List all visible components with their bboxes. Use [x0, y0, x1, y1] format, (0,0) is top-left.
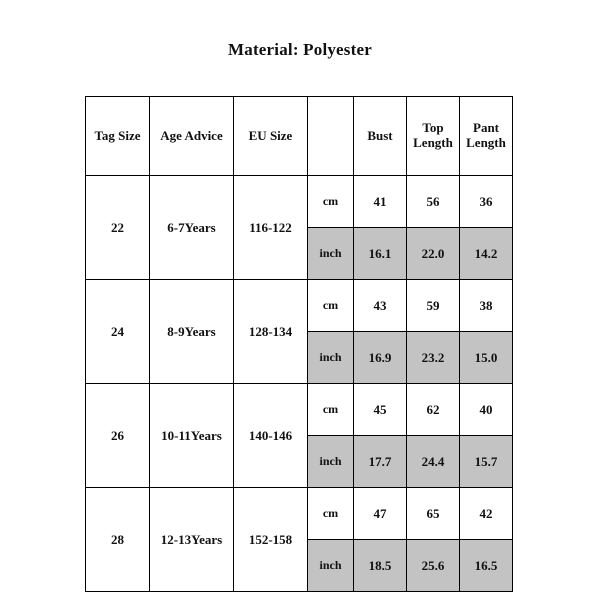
cell-top-length-inch: 22.0	[406, 227, 460, 280]
cell-bust-cm: 47	[353, 487, 407, 540]
cell-top-length-cm: 65	[406, 487, 460, 540]
cell-pant-length-cm: 36	[459, 175, 513, 228]
cell-bust-cm: 43	[353, 279, 407, 332]
cell-unit-inch: inch	[307, 331, 354, 384]
table-row: 28 12-13Years 152-158 cm 47 65 42	[85, 487, 513, 592]
header-top-length: Top Length	[406, 96, 460, 176]
table-row: 26 10-11Years 140-146 cm 45 62 40	[85, 383, 513, 488]
cell-pant-length-cm: 40	[459, 383, 513, 436]
cell-eu-size: 128-134	[233, 279, 308, 384]
cell-eu-size: 116-122	[233, 175, 308, 280]
cell-tag-size: 28	[85, 487, 150, 592]
cell-age-advice: 12-13Years	[149, 487, 234, 592]
cell-pant-length-inch: 16.5	[459, 539, 513, 592]
cell-top-length-inch: 23.2	[406, 331, 460, 384]
cell-unit-inch: inch	[307, 435, 354, 488]
table-body: 22 6-7Years 116-122 cm 41 56 36 inch 16.…	[85, 175, 513, 592]
cell-pant-length-cm: 38	[459, 279, 513, 332]
table-row: 24 8-9Years 128-134 cm 43 59 38	[85, 279, 513, 384]
cell-top-length-inch: 24.4	[406, 435, 460, 488]
cell-pant-length-inch: 15.0	[459, 331, 513, 384]
cell-tag-size: 26	[85, 383, 150, 488]
table-row: inch 16.9 23.2 15.0	[86, 331, 513, 384]
cell-bust-cm: 41	[353, 175, 407, 228]
header-pant-length: Pant Length	[459, 96, 513, 176]
cell-top-length-cm: 56	[406, 175, 460, 228]
header-unit	[307, 96, 354, 176]
header-tag-size: Tag Size	[85, 96, 150, 176]
cell-top-length-inch: 25.6	[406, 539, 460, 592]
cell-age-advice: 8-9Years	[149, 279, 234, 384]
table-row: 22 6-7Years 116-122 cm 41 56 36	[85, 175, 513, 280]
cell-pant-length-cm: 42	[459, 487, 513, 540]
table-row: inch 16.1 22.0 14.2	[86, 227, 513, 280]
cell-tag-size: 24	[85, 279, 150, 384]
cell-unit-cm: cm	[307, 279, 354, 332]
cell-tag-size: 22	[85, 175, 150, 280]
cell-top-length-cm: 62	[406, 383, 460, 436]
cell-top-length-cm: 59	[406, 279, 460, 332]
cell-unit-cm: cm	[307, 175, 354, 228]
table-header: Tag Size Age Advice EU Size Bust Top Len…	[85, 96, 513, 176]
cell-bust-inch: 17.7	[353, 435, 407, 488]
cell-unit-cm: cm	[307, 487, 354, 540]
header-bust: Bust	[353, 96, 407, 176]
cell-bust-inch: 16.9	[353, 331, 407, 384]
header-row: Tag Size Age Advice EU Size Bust Top Len…	[85, 96, 513, 176]
header-eu-size: EU Size	[233, 96, 308, 176]
header-age-advice: Age Advice	[149, 96, 234, 176]
cell-eu-size: 140-146	[233, 383, 308, 488]
cell-pant-length-inch: 14.2	[459, 227, 513, 280]
table-row: inch 17.7 24.4 15.7	[86, 435, 513, 488]
cell-bust-inch: 18.5	[353, 539, 407, 592]
cell-pant-length-inch: 15.7	[459, 435, 513, 488]
cell-unit-inch: inch	[307, 227, 354, 280]
cell-unit-cm: cm	[307, 383, 354, 436]
cell-age-advice: 6-7Years	[149, 175, 234, 280]
cell-eu-size: 152-158	[233, 487, 308, 592]
size-chart-table: Tag Size Age Advice EU Size Bust Top Len…	[85, 96, 513, 592]
table-row: inch 18.5 25.6 16.5	[86, 539, 513, 592]
cell-bust-inch: 16.1	[353, 227, 407, 280]
page-title: Material: Polyester	[228, 40, 372, 59]
cell-bust-cm: 45	[353, 383, 407, 436]
cell-unit-inch: inch	[307, 539, 354, 592]
cell-age-advice: 10-11Years	[149, 383, 234, 488]
